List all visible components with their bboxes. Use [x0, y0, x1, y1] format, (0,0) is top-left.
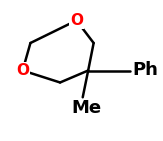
Text: Me: Me [72, 99, 102, 117]
Text: O: O [70, 13, 83, 28]
Text: Ph: Ph [133, 61, 159, 79]
Text: O: O [16, 63, 29, 78]
